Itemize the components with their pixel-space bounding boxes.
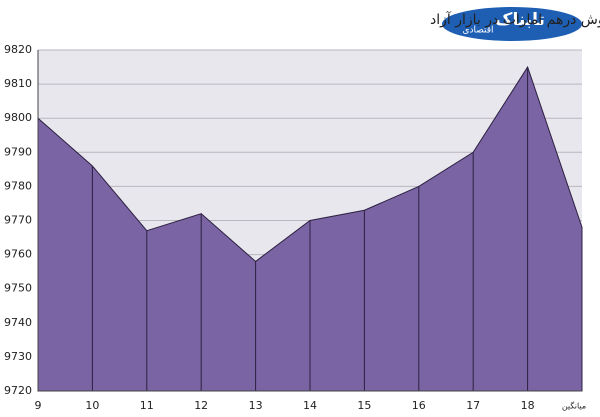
- y-tick-label: 9750: [4, 282, 32, 295]
- y-tick-label: 9760: [4, 248, 32, 261]
- x-tick-label: میانگین: [562, 401, 586, 411]
- logo-subtext: اقتصادی: [462, 26, 493, 36]
- logo-text: تابناک: [495, 10, 545, 30]
- y-tick-label: 9790: [4, 145, 32, 158]
- x-tick-label: 13: [249, 399, 263, 412]
- x-tick-label: 18: [521, 399, 535, 412]
- x-tick-label: 14: [303, 399, 317, 412]
- y-tick-label: 9740: [4, 316, 32, 329]
- x-tick-label: 17: [466, 399, 480, 412]
- x-tick-label: 10: [85, 399, 99, 412]
- x-tick-label: 11: [140, 399, 154, 412]
- y-tick-label: 9780: [4, 179, 32, 192]
- y-tick-label: 9720: [4, 384, 32, 397]
- logo: تابناک اقتصادی: [442, 7, 582, 41]
- y-tick-label: 9820: [4, 43, 32, 56]
- y-tick-label: 9730: [4, 350, 32, 363]
- y-tick-label: 9770: [4, 214, 32, 227]
- x-tick-label: 16: [412, 399, 426, 412]
- x-tick-label: 15: [357, 399, 371, 412]
- y-tick-label: 9810: [4, 77, 32, 90]
- chart-title: میانگین ساعت به ساعت قیمت فروش درهم امار…: [430, 11, 600, 28]
- x-tick-label: 12: [194, 399, 208, 412]
- y-tick-label: 9800: [4, 111, 32, 124]
- x-tick-label: 9: [35, 399, 42, 412]
- logo-badge: [442, 7, 582, 41]
